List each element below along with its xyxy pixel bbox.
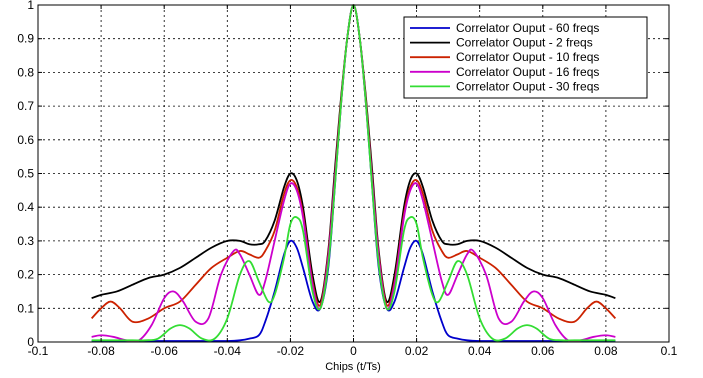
y-tick-label: 0.9	[17, 32, 34, 46]
grid-lines	[38, 5, 669, 342]
legend-label-2: Correlator Ouput - 2 freqs	[456, 36, 593, 50]
y-tick-label: 0.2	[17, 268, 34, 282]
legend-label-1: Correlator Ouput - 60 freqs	[456, 21, 599, 35]
x-tick-label: 0.04	[468, 344, 492, 358]
y-tick-label: 0.8	[17, 65, 34, 79]
x-tick-label: -0.02	[277, 344, 305, 358]
x-tick-label: -0.08	[87, 344, 115, 358]
y-tick-label: 0.1	[17, 301, 34, 315]
x-tick-label: 0.08	[594, 344, 618, 358]
tick-layer: -0.1 -0.08 -0.06 -0.04 -0.02 0 0.02 0.04 0.06 0.0…	[17, 0, 677, 358]
x-tick-label: 0.02	[405, 344, 429, 358]
x-tick-label: 0.06	[531, 344, 555, 358]
y-tick-label: 0.7	[17, 99, 34, 113]
legend-label-5: Correlator Ouput - 30 freqs	[456, 79, 599, 93]
y-tick-label: 0.5	[17, 167, 34, 181]
y-tick-label: 0	[27, 335, 34, 349]
x-tick-label: -0.04	[214, 344, 242, 358]
x-tick-label: 0	[350, 344, 357, 358]
legend-label-3: Correlator Ouput - 10 freqs	[456, 50, 599, 64]
legend-label-4: Correlator Ouput - 16 freqs	[456, 65, 599, 79]
x-tick-label: 0.1	[661, 344, 678, 358]
y-tick-label: 0.3	[17, 234, 34, 248]
y-tick-label: 0.6	[17, 133, 34, 147]
x-tick-label: -0.06	[151, 344, 179, 358]
y-tick-label: 1	[27, 0, 34, 12]
x-axis-label: Chips (t/Ts)	[325, 361, 381, 373]
y-tick-label: 0.4	[17, 200, 34, 214]
x-tick-label: -0.1	[28, 344, 49, 358]
